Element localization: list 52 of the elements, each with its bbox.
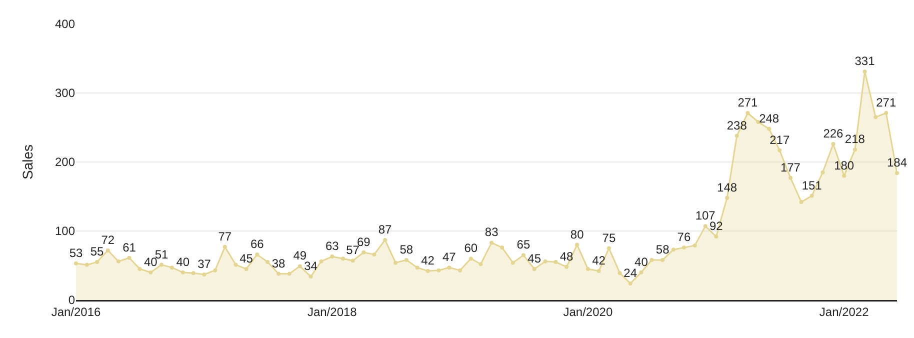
data-label: 75 [602,230,616,245]
data-label: 37 [198,256,212,271]
data-label: 184 [886,156,908,170]
y-tick-label: 0 [68,293,76,308]
data-label: 47 [442,250,456,264]
data-label: 177 [780,160,801,174]
data-label: 66 [250,236,264,251]
data-label: 151 [802,178,822,192]
data-label: 218 [844,132,866,146]
data-label: 76 [677,230,691,244]
data-label: 34 [304,259,318,274]
data-label: 58 [656,242,670,256]
y-tick-label: 300 [54,86,76,100]
data-label: 42 [421,254,435,268]
data-label: 24 [624,266,638,280]
data-label: 49 [293,248,307,263]
data-label: 248 [759,111,780,126]
data-label: 331 [854,54,876,68]
data-label: 83 [484,225,499,240]
data-label: 40 [176,254,190,269]
data-label: 65 [516,238,530,252]
x-tick-label: Jan/2016 [51,304,102,319]
data-label: 271 [738,96,758,110]
data-label: 180 [834,158,854,172]
x-tick-label: Jan/2022 [819,304,870,319]
data-label: 72 [101,232,115,247]
data-label: 55 [90,244,104,259]
data-label: 38 [272,256,286,270]
y-tick-label: 400 [54,17,76,32]
data-label: 42 [592,254,606,268]
data-label: 217 [770,132,790,147]
y-tick-label: 100 [54,224,76,238]
data-label: 45 [240,251,254,266]
data-label: 40 [634,254,648,269]
x-tick-label: Jan/2018 [307,304,358,319]
data-label: 87 [378,222,392,236]
data-label: 60 [464,241,478,256]
y-tick-label: 200 [54,155,76,170]
x-tick-label: Jan/2020 [563,304,613,319]
data-label: 80 [570,227,584,242]
data-label: 148 [717,180,738,194]
data-label: 271 [876,96,896,110]
data-label: 238 [726,118,748,132]
data-label: 61 [122,240,136,254]
data-label: 77 [218,229,232,244]
data-label: 53 [69,246,83,260]
data-label: 63 [325,239,340,254]
y-axis-title: Sales [20,144,36,180]
data-label: 226 [823,126,844,141]
data-label: 58 [400,242,414,256]
data-label: 45 [528,251,542,266]
data-label: 48 [560,249,574,264]
